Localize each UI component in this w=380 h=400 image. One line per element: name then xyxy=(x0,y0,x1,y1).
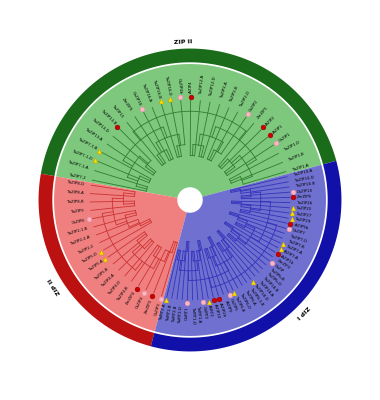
Text: OsZIP1: OsZIP1 xyxy=(278,132,292,143)
Text: TaZIP5-B: TaZIP5-B xyxy=(94,267,109,280)
Polygon shape xyxy=(41,48,336,176)
Text: TaIRT1-A: TaIRT1-A xyxy=(196,306,202,323)
Text: TaZIP15: TaZIP15 xyxy=(112,104,124,118)
Polygon shape xyxy=(151,161,342,352)
Text: AtIRT2: AtIRT2 xyxy=(207,304,214,318)
Text: TaZIP7-1-A: TaZIP7-1-A xyxy=(68,161,89,170)
Text: TaZIP10-D: TaZIP10-D xyxy=(294,175,315,182)
Text: TaZIP4-B: TaZIP4-B xyxy=(116,285,129,301)
Text: TaZIP7-A: TaZIP7-A xyxy=(285,244,302,255)
Text: AtZIP2b: AtZIP2b xyxy=(218,302,226,317)
Text: TaZIP13-A: TaZIP13-A xyxy=(85,128,103,142)
Text: TaZIP7-2: TaZIP7-2 xyxy=(69,174,86,181)
Polygon shape xyxy=(52,62,328,338)
Polygon shape xyxy=(56,64,321,200)
Text: OsZIP16: OsZIP16 xyxy=(131,90,142,106)
Text: TaZIP13-B: TaZIP13-B xyxy=(100,109,116,126)
Text: OsZIP4: OsZIP4 xyxy=(135,295,145,309)
Text: TaZIP25: TaZIP25 xyxy=(296,206,312,212)
Text: TaZIP10-A: TaZIP10-A xyxy=(293,169,313,177)
Text: AtZIP1: AtZIP1 xyxy=(272,123,284,134)
Text: OsIRT1: OsIRT1 xyxy=(185,307,189,320)
Text: TaZIP2-D: TaZIP2-D xyxy=(239,90,251,107)
Text: TaZIP5-D: TaZIP5-D xyxy=(82,252,99,264)
Text: ZmZIP4: ZmZIP4 xyxy=(126,290,137,306)
Text: TaZIP8-B: TaZIP8-B xyxy=(66,200,83,204)
Text: TaZIP16-D: TaZIP16-D xyxy=(164,76,172,96)
Text: TaZIP2-2: TaZIP2-2 xyxy=(78,244,94,254)
Text: TaZIP12-D: TaZIP12-D xyxy=(209,76,217,96)
Text: TaZIP7-1-D: TaZIP7-1-D xyxy=(71,149,92,160)
Polygon shape xyxy=(38,174,154,346)
Text: TaZIP4-A: TaZIP4-A xyxy=(101,274,116,288)
Text: TaIRT2-A: TaIRT2-A xyxy=(159,303,167,320)
Text: TaZIPb-B: TaZIPb-B xyxy=(270,268,285,282)
Text: TaZIP18-D: TaZIP18-D xyxy=(253,284,269,302)
Text: ZmZIP2: ZmZIP2 xyxy=(277,259,291,271)
Text: OsZIP: OsZIP xyxy=(274,263,285,273)
Text: TaZIP6-D: TaZIP6-D xyxy=(239,293,251,310)
Text: TaZIP27: TaZIP27 xyxy=(296,212,311,218)
Text: OsZIP10: OsZIP10 xyxy=(296,188,313,194)
Text: ZmZIP5: ZmZIP5 xyxy=(121,97,133,112)
Text: TaZIP9: TaZIP9 xyxy=(71,209,84,214)
Text: ZmZIP6: ZmZIP6 xyxy=(297,195,312,199)
Text: OsZIP4b: OsZIP4b xyxy=(177,77,182,94)
Text: OsIRT2: OsIRT2 xyxy=(202,306,208,320)
Text: TaZIP5-A: TaZIP5-A xyxy=(88,260,104,272)
Text: TaZIP7-B: TaZIP7-B xyxy=(288,239,305,249)
Text: OsZIP5: OsZIP5 xyxy=(229,298,238,312)
Text: OsZIP8: OsZIP8 xyxy=(71,218,86,224)
Text: TaZIP12-A: TaZIP12-A xyxy=(199,75,205,94)
Text: TaZIP1-D: TaZIP1-D xyxy=(283,140,301,152)
Text: AtZIP4: AtZIP4 xyxy=(188,81,193,93)
Text: OsZIP7: OsZIP7 xyxy=(292,228,306,236)
Text: TaZIP18-A: TaZIP18-A xyxy=(258,280,273,297)
Text: TaZIP8-D: TaZIP8-D xyxy=(67,180,85,186)
Text: ZIP II: ZIP II xyxy=(48,277,62,295)
Text: TaZIP6-B: TaZIP6-B xyxy=(234,296,245,312)
Text: TaZIP13-D: TaZIP13-D xyxy=(92,118,109,134)
Text: ZIP I: ZIP I xyxy=(294,304,309,319)
Text: TaZIP16-A: TaZIP16-A xyxy=(141,83,152,102)
Text: TaZIP16-B: TaZIP16-B xyxy=(152,79,161,98)
Text: TaIRT2-B: TaIRT2-B xyxy=(172,306,178,322)
Text: TaZIP18-B: TaZIP18-B xyxy=(262,276,278,293)
Text: TaZIP29: TaZIP29 xyxy=(294,218,310,224)
Text: AtZIP9b: AtZIP9b xyxy=(293,223,309,230)
Text: TaZIPb-D: TaZIPb-D xyxy=(266,272,281,287)
Text: AtZIP10: AtZIP10 xyxy=(213,303,220,319)
Text: TaZIP2-2-A: TaZIP2-2-A xyxy=(70,235,91,246)
Text: TaZIP10-B: TaZIP10-B xyxy=(296,182,315,188)
Text: TaZIP6-A: TaZIP6-A xyxy=(244,290,256,306)
Polygon shape xyxy=(155,165,326,336)
Text: TaZIP2-1-B: TaZIP2-1-B xyxy=(67,227,88,236)
Text: TaIRT2-D: TaIRT2-D xyxy=(178,306,184,323)
Text: TaZIP8-A: TaZIP8-A xyxy=(67,190,84,195)
Text: OsZIP3: OsZIP3 xyxy=(154,302,162,316)
Text: TaZIP1-B: TaZIP1-B xyxy=(288,152,305,162)
Polygon shape xyxy=(54,176,190,331)
Text: ZmZIP1: ZmZIP1 xyxy=(256,105,269,119)
Text: AtZIP9: AtZIP9 xyxy=(224,300,232,313)
Text: TaZIP7-D: TaZIP7-D xyxy=(290,234,307,243)
Text: AtZIP7-A: AtZIP7-A xyxy=(283,249,299,260)
Text: AtZIP2: AtZIP2 xyxy=(264,115,276,126)
Text: TaZIP4-D: TaZIP4-D xyxy=(108,280,122,295)
Text: TaIRT1-D: TaIRT1-D xyxy=(191,307,195,324)
Text: TaZIP2-B: TaZIP2-B xyxy=(230,86,240,102)
Text: ZmZIP3: ZmZIP3 xyxy=(144,299,153,314)
Circle shape xyxy=(178,188,202,212)
Text: AtZIP1b: AtZIP1b xyxy=(280,254,295,265)
Text: TaZIP1-A: TaZIP1-A xyxy=(292,163,309,172)
Text: OsZIP2: OsZIP2 xyxy=(248,99,259,113)
Text: TaZIP2-A: TaZIP2-A xyxy=(220,82,228,99)
Text: TaZIP26: TaZIP26 xyxy=(297,201,312,205)
Text: ZIP II: ZIP II xyxy=(174,39,192,45)
Text: TaIRT1-B: TaIRT1-B xyxy=(166,304,173,321)
Text: TaZIP8-1-B: TaZIP8-1-B xyxy=(249,287,264,306)
Text: TaZIP7-1-B: TaZIP7-1-B xyxy=(77,138,97,151)
